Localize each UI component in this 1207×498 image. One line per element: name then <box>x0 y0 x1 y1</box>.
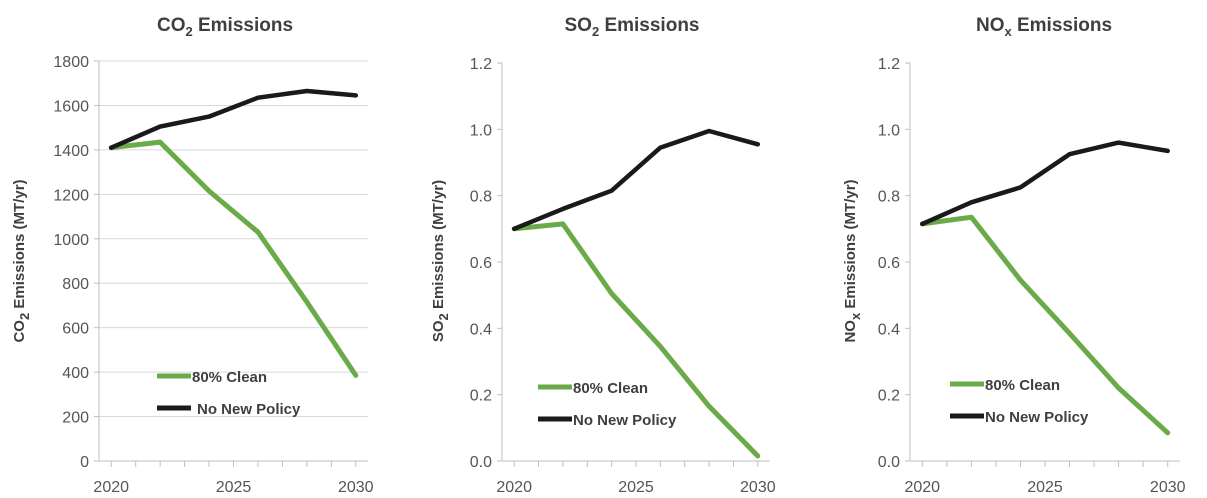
series-lines <box>511 128 761 459</box>
co2-chart: CO2 Emissions CO2 Emissions (MT/yr) 0 200… <box>11 15 374 496</box>
y-tick-label: 0.2 <box>470 388 492 405</box>
series-lines <box>919 140 1171 436</box>
series-line-no-new-policy <box>511 128 761 232</box>
x-tick-label: 2030 <box>740 479 776 496</box>
nox-chart: NOx Emissions NOx Emissions (MT/yr) 0.00… <box>842 15 1186 496</box>
legend-label-80-clean: 80% Clean <box>573 380 648 397</box>
y-tick-label: 0.8 <box>470 189 492 206</box>
y-tick-label: 0.4 <box>470 321 492 338</box>
x-tick-labels: 2020 2025 2030 <box>496 479 775 496</box>
y-tick-label: 1400 <box>53 143 89 160</box>
series-line-80-clean <box>108 139 359 378</box>
axes <box>94 60 368 467</box>
chart-title: NOx Emissions <box>976 15 1112 39</box>
x-tick-labels: 2020 2025 2030 <box>93 479 373 496</box>
y-tick-label: 0.6 <box>878 255 900 272</box>
legend: 80% Clean No New Policy <box>538 380 677 429</box>
series-line-80-clean <box>919 214 1171 436</box>
legend-label-no-new-policy: No New Policy <box>197 401 301 418</box>
y-tick-label: 400 <box>62 365 89 382</box>
y-tick-label: 0.0 <box>878 454 900 471</box>
y-tick-label: 0.6 <box>470 255 492 272</box>
so2-chart: SO2 Emissions SO2 Emissions (MT/yr) 0.00… <box>430 15 776 496</box>
x-tick-label: 2030 <box>1150 479 1186 496</box>
y-tick-label: 1200 <box>53 187 89 204</box>
legend: 80% Clean No New Policy <box>157 369 301 418</box>
y-tick-label: 0.8 <box>878 189 900 206</box>
y-tick-label: 0 <box>80 454 89 471</box>
gridlines <box>99 60 368 418</box>
y-tick-label: 1800 <box>53 54 89 71</box>
chart-title: SO2 Emissions <box>564 15 699 39</box>
legend-label-no-new-policy: No New Policy <box>573 412 677 429</box>
axes <box>905 62 1180 467</box>
x-tick-label: 2025 <box>618 479 654 496</box>
y-axis-label: CO2 Emissions (MT/yr) <box>11 179 32 342</box>
legend-label-80-clean: 80% Clean <box>985 377 1060 394</box>
y-axis-label: SO2 Emissions (MT/yr) <box>430 180 451 342</box>
y-tick-label: 600 <box>62 321 89 338</box>
series-line-no-new-policy <box>108 88 359 150</box>
x-tick-label: 2025 <box>1027 479 1063 496</box>
x-tick-label: 2020 <box>93 479 129 496</box>
y-tick-label: 1.2 <box>470 56 492 73</box>
y-tick-label: 1000 <box>53 232 89 249</box>
x-tick-label: 2020 <box>904 479 940 496</box>
legend: 80% Clean No New Policy <box>950 377 1089 426</box>
y-tick-label: 1.0 <box>470 122 492 139</box>
legend-label-no-new-policy: No New Policy <box>985 409 1089 426</box>
chart-title: CO2 Emissions <box>157 15 293 39</box>
y-tick-label: 1600 <box>53 98 89 115</box>
y-tick-label: 0.0 <box>470 454 492 471</box>
legend-label-80-clean: 80% Clean <box>192 369 267 386</box>
x-tick-labels: 2020 2025 2030 <box>904 479 1185 496</box>
series-line-no-new-policy <box>920 140 1170 227</box>
x-tick-label: 2020 <box>496 479 532 496</box>
y-tick-label: 1.0 <box>878 122 900 139</box>
y-tick-labels: 0 200 400 600 800 1000 1200 1400 1600 1800 <box>53 54 89 471</box>
x-tick-label: 2025 <box>216 479 252 496</box>
y-tick-labels: 0.0 0.2 0.4 0.6 0.8 1.0 1.2 <box>470 56 492 471</box>
axes <box>497 62 770 467</box>
y-axis-label: NOx Emissions (MT/yr) <box>842 179 863 342</box>
y-tick-label: 800 <box>62 276 89 293</box>
y-tick-label: 200 <box>62 410 89 427</box>
series-line-80-clean <box>511 221 761 459</box>
y-tick-label: 0.4 <box>878 321 900 338</box>
series-lines <box>108 88 359 378</box>
y-tick-labels: 0.0 0.2 0.4 0.6 0.8 1.0 1.2 <box>878 56 900 471</box>
x-tick-label: 2030 <box>338 479 374 496</box>
y-tick-label: 1.2 <box>878 56 900 73</box>
y-tick-label: 0.2 <box>878 388 900 405</box>
